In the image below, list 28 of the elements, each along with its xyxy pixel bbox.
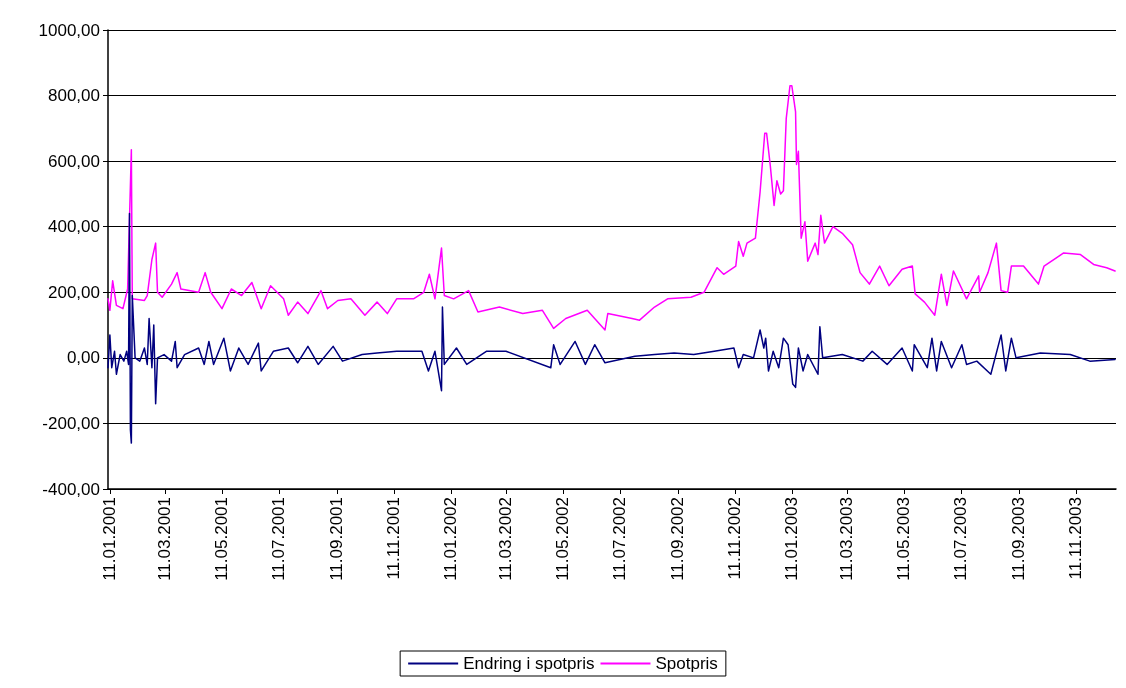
y-tick-label: 1000,00 [38,20,100,40]
y-tick-label: 600,00 [48,151,100,171]
x-tick-label: 11.09.2002 [668,497,688,581]
x-tick-label: 11.07.2001 [269,497,289,581]
y-tick-label: 400,00 [48,217,100,237]
y-tick-label: -400,00 [42,479,100,499]
x-tick-label: 11.09.2003 [1009,497,1029,581]
x-tick-label: 11.03.2001 [155,497,175,581]
x-tick-label: 11.07.2003 [951,497,971,581]
x-tick-label: 11.11.2002 [725,497,745,580]
x-tick-label: 11.03.2002 [496,497,516,581]
x-tick-label: 11.09.2001 [327,497,347,581]
legend-label: Spotpris [655,654,718,673]
x-tick-label: 11.05.2002 [553,497,573,581]
y-tick-label: -200,00 [42,413,100,433]
x-tick-label: 11.01.2001 [100,497,120,581]
x-tick-label: 11.05.2001 [212,497,232,581]
x-tick-label: 11.11.2003 [1066,497,1086,580]
y-tick-label: 0,00 [66,348,100,368]
x-tick-label: 11.03.2003 [837,497,857,581]
x-tick-label: 11.01.2003 [782,497,802,581]
x-tick-label: 11.01.2002 [441,497,461,581]
x-tick-label: 11.07.2002 [610,497,630,581]
y-tick-label: 200,00 [48,282,100,302]
y-tick-label: 800,00 [48,86,100,106]
legend-label: Endring i spotpris [463,654,595,673]
x-tick-label: 11.11.2001 [384,497,404,580]
x-tick-label: 11.05.2003 [894,497,914,581]
